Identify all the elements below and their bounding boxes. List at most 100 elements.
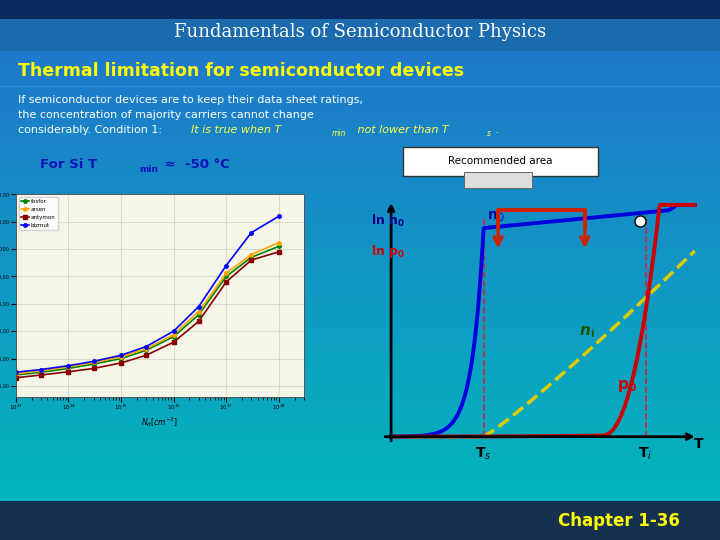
Bar <box>0 0 720 4</box>
bizmut <box>64 362 73 369</box>
Bar <box>0 148 720 153</box>
Bar <box>0 482 720 486</box>
Bar <box>0 239 720 243</box>
Bar <box>0 261 720 266</box>
Bar <box>0 374 720 378</box>
Bar <box>0 31 720 36</box>
fosfor <box>169 334 178 340</box>
fosfor <box>274 243 283 249</box>
Bar <box>0 108 720 112</box>
Bar <box>0 85 720 90</box>
Bar <box>0 256 720 261</box>
Bar <box>0 50 720 54</box>
Bar <box>0 432 720 436</box>
Bar <box>0 58 720 63</box>
Bar <box>0 180 720 185</box>
Bar <box>0 252 720 256</box>
Text: not lower than T: not lower than T <box>354 125 449 135</box>
FancyBboxPatch shape <box>0 501 720 540</box>
Bar <box>0 212 720 216</box>
Bar <box>0 418 720 423</box>
fosfor <box>64 365 73 372</box>
arsen <box>12 370 20 377</box>
antymon <box>89 365 98 372</box>
bizmut <box>274 213 283 220</box>
antymon <box>117 360 125 366</box>
Text: T$_s$: T$_s$ <box>475 446 492 462</box>
Bar <box>0 396 720 401</box>
Bar <box>0 472 720 477</box>
Bar <box>0 27 720 31</box>
Bar <box>0 189 720 193</box>
Bar <box>0 351 720 355</box>
Bar <box>0 513 720 517</box>
FancyBboxPatch shape <box>0 0 720 51</box>
Bar <box>0 468 720 472</box>
antymon <box>222 279 230 285</box>
antymon <box>274 248 283 255</box>
arsen <box>247 251 256 258</box>
antymon <box>37 372 45 378</box>
Line: fosfor: fosfor <box>14 245 281 377</box>
FancyBboxPatch shape <box>0 0 720 19</box>
bizmut <box>247 230 256 236</box>
Bar <box>0 450 720 455</box>
Bar <box>0 139 720 144</box>
Bar <box>0 270 720 274</box>
arsen <box>142 346 150 352</box>
Bar <box>0 135 720 139</box>
Text: .: . <box>495 125 499 135</box>
Text: For Si T: For Si T <box>40 158 96 171</box>
arsen <box>117 354 125 360</box>
Bar <box>0 486 720 490</box>
arsen <box>89 359 98 366</box>
Bar <box>0 117 720 122</box>
Bar <box>0 382 720 387</box>
Bar <box>0 526 720 531</box>
Bar <box>0 441 720 445</box>
Bar <box>0 90 720 94</box>
arsen <box>274 239 283 246</box>
Bar <box>0 517 720 522</box>
Text: s: s <box>487 130 491 138</box>
Bar <box>0 455 720 459</box>
Bar <box>0 477 720 482</box>
fosfor <box>194 312 203 318</box>
bizmut <box>169 328 178 334</box>
arsen <box>169 331 178 338</box>
Text: Recommended area: Recommended area <box>448 157 553 166</box>
Bar <box>0 171 720 176</box>
Bar <box>0 355 720 360</box>
X-axis label: $N_d[cm^{-3}]$: $N_d[cm^{-3}]$ <box>141 415 179 429</box>
Text: Thermal limitation for semiconductor devices: Thermal limitation for semiconductor dev… <box>18 62 464 80</box>
Bar <box>0 364 720 369</box>
Bar <box>0 490 720 495</box>
Bar <box>0 104 720 108</box>
Bar <box>0 504 720 509</box>
Text: n$_\mathbf{i}$: n$_\mathbf{i}$ <box>579 325 595 340</box>
Bar <box>0 347 720 351</box>
Bar <box>0 144 720 148</box>
Bar <box>0 414 720 418</box>
Bar <box>0 522 720 526</box>
Text: p$_\mathbf{0}$: p$_\mathbf{0}$ <box>616 377 636 394</box>
Text: Fundamentals of Semiconductor Physics: Fundamentals of Semiconductor Physics <box>174 23 546 42</box>
antymon <box>247 257 256 264</box>
Bar <box>0 185 720 189</box>
Bar <box>0 531 720 536</box>
arsen <box>64 363 73 370</box>
Bar <box>0 40 720 45</box>
Text: the concentration of majority carriers cannot change: the concentration of majority carriers c… <box>18 110 314 120</box>
Bar <box>0 288 720 293</box>
Bar <box>0 112 720 117</box>
Bar <box>0 324 720 328</box>
Line: arsen: arsen <box>14 241 281 376</box>
Text: min: min <box>139 165 158 173</box>
fosfor <box>247 254 256 261</box>
Bar <box>0 428 720 432</box>
Bar <box>0 266 720 270</box>
Bar <box>0 23 720 27</box>
Text: min: min <box>332 130 346 138</box>
Bar <box>0 9 720 14</box>
Bar <box>0 459 720 463</box>
